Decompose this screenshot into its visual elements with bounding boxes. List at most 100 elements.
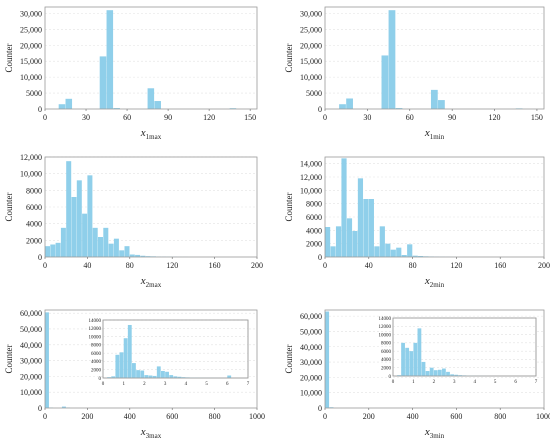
inset-bar-x3max-2 [115,354,120,378]
xtick-label: 160 [209,261,221,270]
xtick-label: 1000 [249,412,265,421]
xtick-label: 60 [406,113,414,122]
x-axis-label: x2max [140,275,162,289]
ytick-label: 20,000 [20,372,42,381]
inset-bar-x3min-11 [442,368,446,376]
bar-x2min-0 [325,227,331,257]
y-axis-label: Counter [284,193,294,222]
ytick-label: 0 [38,253,42,262]
xtick-label: 160 [494,261,506,270]
chart-x2max: 0 2000 4000 6000 8000 10,000 12,000 0 40 80 120 160… [4,153,263,289]
xtick-label: 0 [43,412,47,421]
ytick-label: 12,000 [300,173,322,182]
bar-x2max-7 [82,213,88,257]
xtick-label: 800 [494,412,506,421]
ytick-label: 10,000 [20,388,42,397]
bar-x1max-6 [154,101,161,109]
inset-bar-x3max-7 [136,370,140,378]
ytick-label: 10,000 [300,389,322,398]
bar-x2min-14 [401,255,407,257]
x-axis-label: x1max [140,127,162,141]
xtick-label: 150 [244,113,256,122]
inset-xtick-label: 3 [164,382,167,387]
bar-x2max-18 [140,255,146,257]
ytick-label: 4000 [26,220,42,229]
inset-bar-x3min-10 [437,369,442,376]
bar-x3max-0 [45,312,49,408]
xtick-label: 0 [323,261,327,270]
bar-x1min-0 [339,104,346,109]
xtick-label: 800 [209,412,221,421]
xtick-label: 0 [43,261,47,270]
ytick-label: 2000 [26,236,42,245]
bar-x2min-12 [390,249,396,257]
ytick-label: 6000 [26,203,42,212]
inset-bar-x3min-1 [401,342,405,376]
ytick-label: 25,000 [300,25,322,34]
inset-frame [392,317,537,377]
xtick-label: 120 [203,113,215,122]
bar-x1max-1 [65,98,73,109]
inset-xtick-label: 1 [122,382,125,387]
bar-x2min-16 [412,255,418,257]
ytick-label: 20,000 [300,41,322,50]
inset-bar-x3min-13 [450,374,454,376]
inset-bar-x3max-14 [165,371,169,378]
ytick-label: 12,000 [20,153,42,162]
bar-x2max-14 [119,250,125,257]
bar-x2min-10 [379,226,385,257]
bar-x2min-4 [346,218,353,257]
bar-x2max-13 [113,238,119,257]
ytick-label: 2000 [306,240,322,249]
xtick-label: 400 [407,412,419,421]
inset-frame [102,319,249,379]
inset-xtick-label: 1 [412,380,415,385]
inset-ytick-label: 4000 [381,358,392,363]
bar-x2min-7 [363,199,369,257]
xtick-label: 1000 [536,412,550,421]
xtick-label: 400 [124,412,136,421]
inset-xtick-label: 7 [535,380,538,385]
bar-x2min-11 [385,243,391,257]
bar-x1min-1 [346,98,353,109]
ytick-label: 0 [318,404,322,413]
ytick-label: 8000 [306,200,322,209]
inset-bar-x3min-0 [397,375,401,376]
inset-ytick-label: 8000 [91,344,102,349]
bar-x2max-8 [87,175,93,257]
ytick-label: 60,000 [300,312,322,321]
ytick-label: 10,000 [300,73,322,82]
bar-x1max-5 [147,88,155,109]
xtick-label: 200 [538,261,550,270]
bar-x2min-13 [396,247,402,257]
bar-x1max-4 [113,108,120,109]
xtick-label: 30 [363,113,371,122]
bar-x3min-0 [325,311,330,408]
inset-ytick-label: 14000 [379,317,392,322]
inset-bar-x3min-3 [409,351,414,376]
y-axis-label: Counter [4,345,14,374]
inset-ytick-label: 12000 [89,327,102,332]
ytick-label: 60,000 [20,309,42,318]
ytick-label: 0 [318,105,322,114]
inset-bar-x3max-0 [107,377,111,378]
chart-x1min: 0 5000 10,000 15,000 20,000 25,000 30,000 0 30 60… [284,6,545,141]
inset-xtick-label: 3 [453,380,456,385]
inset-bar-x3min-4 [413,342,418,376]
inset-xtick-label: 4 [185,382,188,387]
bar-x2min-17 [418,256,424,257]
bar-x2min-5 [352,231,358,257]
inset-xtick-label: 4 [473,380,476,385]
bar-x2min-3 [341,158,347,257]
bar-x1min-3 [388,10,396,109]
ytick-label: 5000 [306,89,322,98]
ytick-label: 5000 [26,89,42,98]
chart-x2min: 0 2000 4000 6000 8000 10,000 12,000 14,000 0 40 80… [284,156,550,289]
x-axis-label: x2min [424,275,445,289]
bar-x1max-0 [58,104,66,109]
xtick-label: 120 [489,113,501,122]
xtick-label: 150 [531,113,543,122]
inset-ytick-label: 10000 [89,335,102,340]
bar-x2min-8 [368,199,374,257]
